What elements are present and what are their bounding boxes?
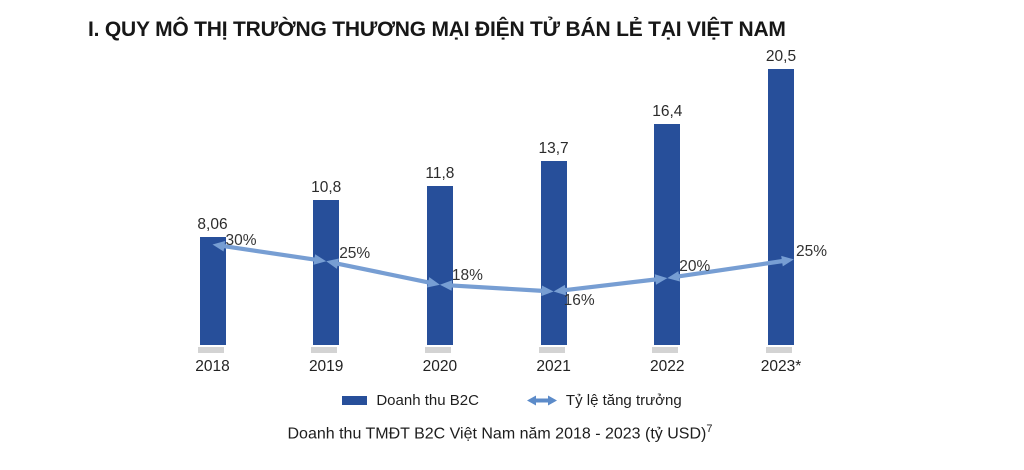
bar-shadow [538, 347, 565, 353]
bar-shadow [766, 347, 792, 353]
caption-text: Doanh thu TMĐT B2C Việt Nam năm 2018 - 2… [287, 425, 707, 443]
bar-2021 [540, 161, 567, 345]
bar-shadow [311, 347, 338, 353]
bar-2023 [768, 69, 794, 345]
bar-value-label: 10,8 [311, 179, 342, 196]
legend-item-growth: Tỷ lệ tăng trưởng [526, 392, 682, 409]
bar-value-label: 13,7 [538, 140, 569, 157]
section-title: I. QUY MÔ THỊ TRƯỜNG THƯƠNG MẠI ĐIỆN TỬ … [88, 18, 786, 41]
x-axis-label: 2020 [422, 358, 458, 375]
x-axis-label: 2019 [308, 358, 344, 375]
growth-point-label: 20% [679, 258, 711, 276]
growth-point-label: 16% [563, 292, 595, 310]
bar-value-label: 16,4 [652, 103, 683, 120]
bar-value-label: 8,06 [197, 216, 228, 233]
bar-shadow [652, 347, 679, 353]
double-arrow-icon [526, 394, 557, 407]
legend-label-growth: Tỷ lệ tăng trưởng [565, 392, 682, 409]
growth-point-label: 30% [225, 231, 257, 249]
bar-shadow [424, 347, 451, 353]
revenue-legend-swatch-icon [342, 396, 368, 405]
x-axis-label: 2021 [536, 358, 571, 375]
growth-point-label: 25% [796, 243, 828, 261]
legend-item-revenue: Doanh thu B2C [342, 392, 479, 409]
x-axis-label: 2022 [650, 358, 685, 375]
bar-2022 [654, 124, 681, 345]
chart-legend: Doanh thu B2C Tỷ lệ tăng trưởng [0, 392, 1024, 409]
bar-2018 [199, 237, 226, 345]
legend-label-revenue: Doanh thu B2C [376, 392, 479, 409]
x-axis-label: 2018 [195, 358, 230, 375]
caption-footnote-marker: 7 [706, 423, 713, 435]
chart-caption: Doanh thu TMĐT B2C Việt Nam năm 2018 - 2… [0, 423, 1000, 443]
bar-value-label: 20,5 [765, 48, 797, 65]
bar-value-label: 11,8 [425, 165, 455, 182]
bar-shadow [197, 347, 224, 353]
growth-point-label: 25% [339, 245, 371, 263]
bar-2019 [313, 200, 340, 345]
bar-2020 [426, 186, 453, 345]
x-axis-label: 2023* [760, 358, 802, 375]
growth-point-label: 18% [451, 266, 483, 284]
